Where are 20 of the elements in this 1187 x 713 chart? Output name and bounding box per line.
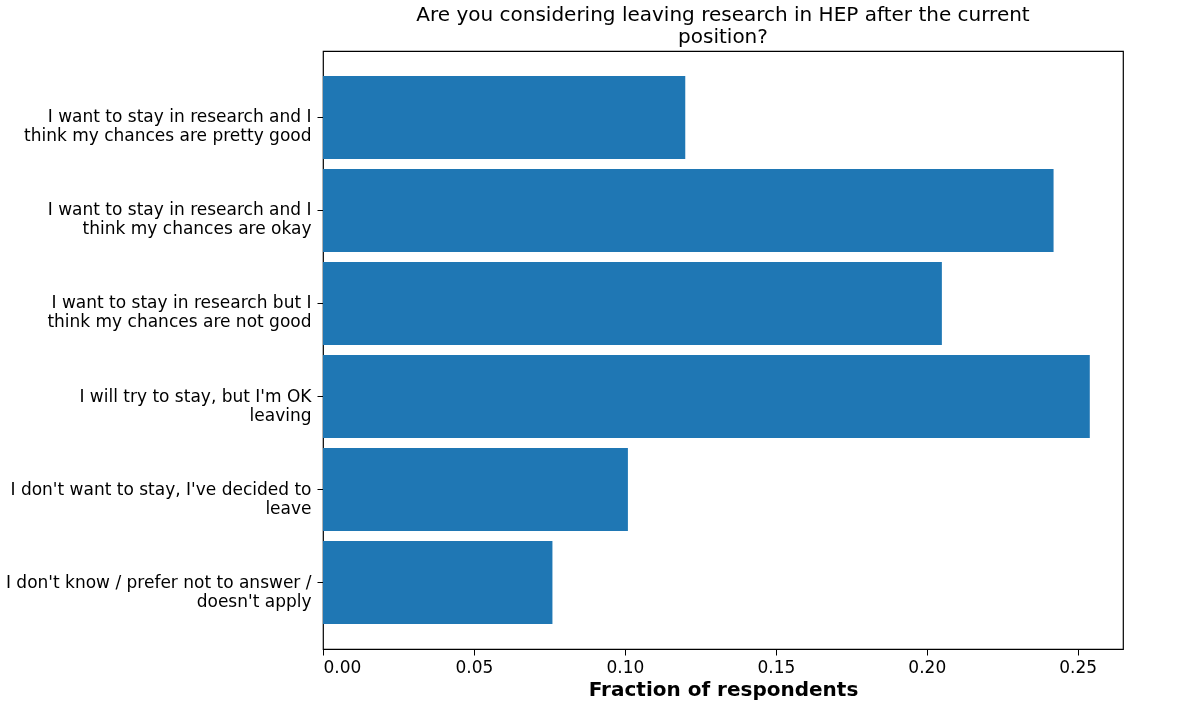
x-tick-label: 0.00 [323,656,362,677]
y-tick-label: I don't want to stay, I've decided to leave [10,478,312,518]
x-tick-label: 0.15 [757,656,796,677]
y-tick-label: I will try to stay, but I'm OK leaving [79,385,313,425]
bar [323,262,942,345]
y-tick-label: I don't know / prefer not to answer / doesn't apply [5,571,312,611]
bar [323,76,686,159]
x-tick-label: 0.05 [455,656,494,677]
y-tick-label: I want to stay in research but I think my chances are not good [47,292,312,332]
bar [323,355,1090,438]
x-tick-label: 0.25 [1059,656,1098,677]
y-tick-label: I want to stay in research and I think my chances are pretty good [23,106,312,146]
bar [323,169,1054,252]
y-tick-label: I want to stay in research and I think my chances are okay [47,199,312,239]
bar [323,448,628,531]
chart-title: Are you considering leaving research in HEP after the current position? [416,2,1030,48]
bar [323,541,553,624]
x-tick-label: 0.20 [908,656,947,677]
x-axis-title: Fraction of respondents [588,676,859,701]
x-tick-label: 0.10 [606,656,645,677]
